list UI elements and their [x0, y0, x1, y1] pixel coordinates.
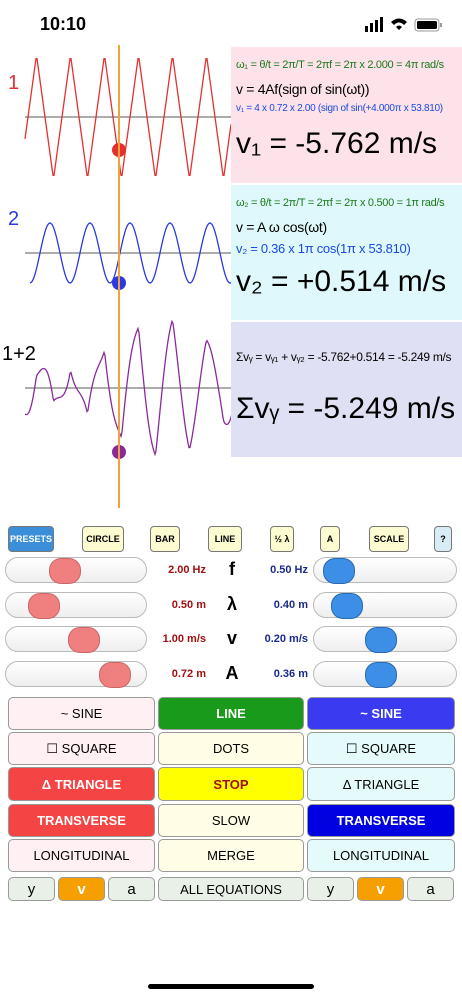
left-value: 2.00 Hz	[168, 564, 206, 576]
quantity-button[interactable]: a	[407, 877, 454, 901]
parameter-symbol: λ	[226, 593, 237, 614]
quantity-button[interactable]: y	[8, 877, 55, 901]
mode-button[interactable]: Δ TRIANGLE	[8, 767, 155, 801]
wave-label: 2	[8, 208, 19, 230]
right-value: 0.36 m	[273, 667, 308, 680]
equation-line: v = A ω cos(ωt)	[236, 219, 327, 235]
wave-label: 1	[8, 72, 19, 94]
mode-button[interactable]: Δ TRIANGLE	[307, 767, 455, 801]
slider-track[interactable]	[5, 626, 147, 653]
slider-knob[interactable]	[28, 592, 61, 619]
all-equations-button[interactable]: ALL EQUATIONS	[158, 877, 304, 901]
parameter-symbol: f	[229, 559, 235, 579]
left-value: 1.00 m/s	[162, 633, 206, 645]
equation-line: v₂ = 0.36 x 1π cos(1π x 53.810)	[236, 241, 411, 256]
equation-line: v = 4Af(sign of sin(ωt))	[236, 81, 370, 97]
right-value: 0.50 Hz	[270, 564, 308, 576]
right-value: 0.40 m	[273, 598, 308, 611]
mode-button[interactable]: DOTS	[158, 732, 304, 765]
slider-track[interactable]	[313, 660, 457, 688]
toolbar-button[interactable]: A	[320, 526, 340, 552]
status-time: 10:10	[40, 14, 87, 34]
toolbar-button[interactable]: ?	[434, 526, 452, 552]
equation-panel: Σvᵧ = vᵧ₁ + vᵧ₂ = -5.762+0.514 = -5.249 …	[231, 322, 462, 457]
quantity-button[interactable]: a	[108, 877, 155, 901]
mode-button[interactable]: LINE	[158, 697, 304, 730]
slider-knob[interactable]	[48, 558, 81, 584]
toolbar-button[interactable]: CIRCLE	[82, 526, 124, 552]
mode-button[interactable]: SLOW	[158, 804, 304, 837]
quantity-button[interactable]: y	[307, 877, 354, 901]
mode-button[interactable]: ~ SINE	[8, 697, 155, 730]
slider-knob[interactable]	[67, 627, 100, 653]
equation-line: ω₂ = θ/t = 2π/T = 2πf = 2π x 0.500 = 1π …	[236, 197, 445, 209]
equation-result: v₁ = -5.762 m/s	[236, 127, 438, 160]
toolbar-button[interactable]: LINE	[208, 526, 242, 552]
status-icons	[365, 17, 442, 32]
equation-panel: ω₂ = θ/t = 2π/T = 2πf = 2π x 0.500 = 1π …	[231, 185, 462, 320]
slider-knob[interactable]	[365, 661, 398, 688]
mode-button[interactable]: ☐ SQUARE	[307, 732, 455, 765]
wave-label: 1+2	[2, 343, 36, 365]
toolbar-button[interactable]: ½ λ	[270, 526, 294, 552]
quantity-button[interactable]: v	[357, 877, 404, 901]
mode-button[interactable]: TRANSVERSE	[307, 804, 455, 837]
slider-track[interactable]	[313, 557, 457, 584]
wave	[24, 57, 232, 177]
slider-knob[interactable]	[331, 592, 364, 619]
mode-button[interactable]: STOP	[158, 767, 304, 801]
home-indicator	[148, 984, 314, 989]
parameter-symbol: A	[225, 662, 239, 683]
mode-button[interactable]: LONGITUDINAL	[8, 839, 155, 872]
slider-knob[interactable]	[98, 661, 131, 688]
toolbar-button[interactable]: BAR	[150, 526, 180, 552]
equation-line: ω₁ = θ/t = 2π/T = 2πf = 2π x 2.000 = 4π …	[236, 59, 444, 71]
toolbar-button[interactable]: PRESETS	[8, 526, 54, 552]
mode-button[interactable]: LONGITUDINAL	[307, 839, 455, 872]
slider-track[interactable]	[313, 591, 457, 619]
equation-panel: ω₁ = θ/t = 2π/T = 2πf = 2π x 2.000 = 4π …	[231, 47, 462, 183]
slider-track[interactable]	[5, 591, 147, 619]
slider-track[interactable]	[5, 557, 147, 584]
wave	[29, 222, 232, 284]
equation-result: v₂ = +0.514 m/s	[236, 265, 447, 298]
toolbar-button[interactable]: SCALE	[369, 526, 409, 552]
wave-area: 1 2 1+2	[2, 45, 351, 508]
equation-line: v₁ = 4 x 0.72 x 2.00 (sign of sin(+4.000…	[236, 103, 443, 114]
mode-button[interactable]: MERGE	[158, 839, 304, 872]
parameter-symbol: v	[226, 628, 237, 648]
equation-line: Σvᵧ = vᵧ₁ + vᵧ₂ = -5.762+0.514 = -5.249 …	[236, 350, 452, 364]
left-value: 0.50 m	[171, 598, 206, 611]
left-value: 0.72 m	[171, 667, 206, 680]
quantity-button[interactable]: v	[58, 877, 105, 901]
mode-button[interactable]: ~ SINE	[307, 697, 455, 730]
equation-result: Σvᵧ = -5.249 m/s	[236, 392, 456, 425]
mode-button[interactable]: TRANSVERSE	[8, 804, 155, 837]
slider-track[interactable]	[5, 660, 147, 688]
mode-button[interactable]: ☐ SQUARE	[8, 732, 155, 765]
slider-track[interactable]	[313, 626, 457, 653]
slider-knob[interactable]	[323, 558, 356, 584]
slider-knob[interactable]	[365, 627, 398, 653]
right-value: 0.20 m/s	[264, 633, 308, 645]
